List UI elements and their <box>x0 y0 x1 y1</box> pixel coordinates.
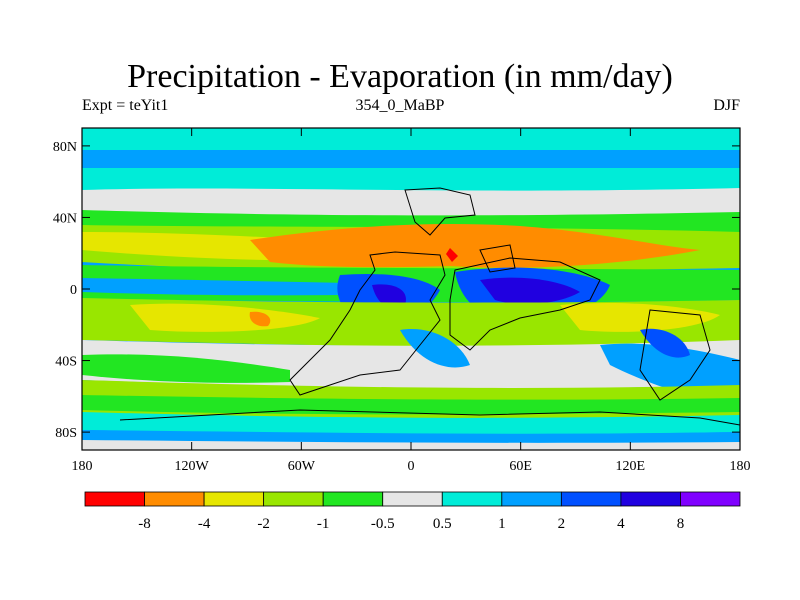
lon-tick-label: 60W <box>288 459 316 474</box>
itcz-west <box>82 278 400 296</box>
colorbar-swatch <box>144 491 205 507</box>
colorbar-label: -2 <box>257 516 270 532</box>
colorbar-label: -0.5 <box>371 516 395 532</box>
map-field <box>82 128 740 450</box>
wet-core-south-east <box>640 328 690 358</box>
colorbar-label: -1 <box>317 516 330 532</box>
colorbar-label: 1 <box>498 516 506 532</box>
dry-core-north <box>250 223 700 268</box>
lat-tick-label: 40N <box>53 211 77 226</box>
colorbar-swatch <box>560 491 622 507</box>
band-north-mid <box>82 170 740 192</box>
dry-south-east <box>560 303 720 332</box>
lon-tick-label: 120W <box>175 459 210 474</box>
lon-tick-label: 180 <box>72 459 93 474</box>
band-south-high-green2 <box>82 395 740 415</box>
wet-peak-west <box>372 284 406 309</box>
colorbar: -8 -4 -2 -1 -0.5 0.5 1 2 4 8 <box>84 491 741 532</box>
continent-south-polar <box>119 409 740 426</box>
continent-gondwana-west <box>289 251 446 396</box>
longitude-axis: 180 120W 60W 0 60E 120E 180 <box>72 128 751 474</box>
colorbar-label: 8 <box>677 516 685 532</box>
colorbar-label: -4 <box>198 516 211 532</box>
band-north-wet <box>82 150 740 168</box>
lat-tick-label: 0 <box>70 283 77 298</box>
colorbar-swatch <box>203 491 265 507</box>
season-label: DJF <box>713 97 740 114</box>
colorbar-swatch <box>620 491 681 507</box>
continent-small <box>479 244 516 273</box>
green-south-west <box>82 354 290 383</box>
lon-tick-label: 60E <box>509 459 532 474</box>
colorbar-label: 2 <box>558 516 566 532</box>
lat-tick-label: 80N <box>53 140 77 155</box>
colorbar-swatch <box>263 491 324 507</box>
colorbar-swatch <box>680 491 741 507</box>
continent-north <box>404 187 476 236</box>
continent-south-east <box>639 309 711 401</box>
experiment-label: Expt = teYit1 <box>82 97 169 114</box>
lon-tick-label: 120E <box>616 459 646 474</box>
very-dry-spot <box>446 248 458 262</box>
lat-tick-label: 80S <box>55 426 77 441</box>
colorbar-swatch <box>441 491 503 507</box>
period-label: 354_0_MaBP <box>355 97 445 114</box>
colorbar-label: 4 <box>617 516 625 532</box>
map-title: Precipitation - Evaporation (in mm/day) <box>127 58 673 95</box>
dry-south-west <box>130 303 320 332</box>
latitude-axis: 80N 40N 0 40S 80S <box>53 140 740 441</box>
colorbar-swatch <box>382 491 443 507</box>
continent-gondwana-east <box>449 257 601 351</box>
band-north-neutral <box>82 188 740 220</box>
colorbar-swatch <box>501 491 562 507</box>
lat-tick-label: 40S <box>55 355 77 370</box>
band-south-polar <box>82 412 740 435</box>
lon-tick-label: 180 <box>730 459 751 474</box>
colorbar-swatch <box>322 491 384 507</box>
dry-spot-south <box>249 311 271 327</box>
colorbar-label: -8 <box>138 516 151 532</box>
wet-peak-east <box>480 277 580 305</box>
colorbar-label: 0.5 <box>433 516 452 532</box>
colorbar-swatch <box>84 491 145 507</box>
wet-south-central <box>400 329 470 368</box>
lon-tick-label: 0 <box>408 459 415 474</box>
